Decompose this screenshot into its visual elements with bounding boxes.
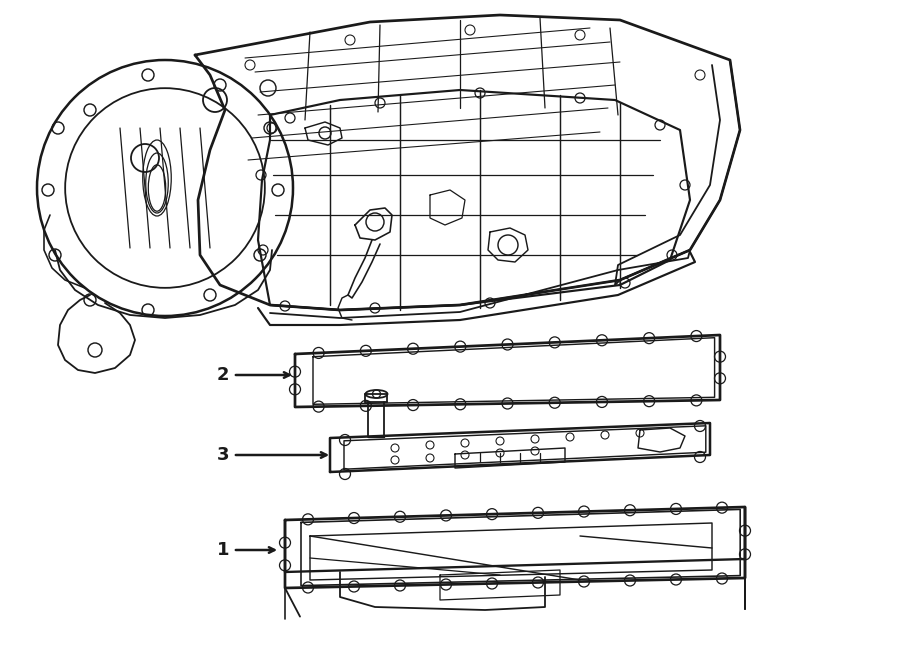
Text: 2: 2	[217, 366, 229, 384]
Text: 1: 1	[217, 541, 229, 559]
Text: 3: 3	[217, 446, 229, 464]
